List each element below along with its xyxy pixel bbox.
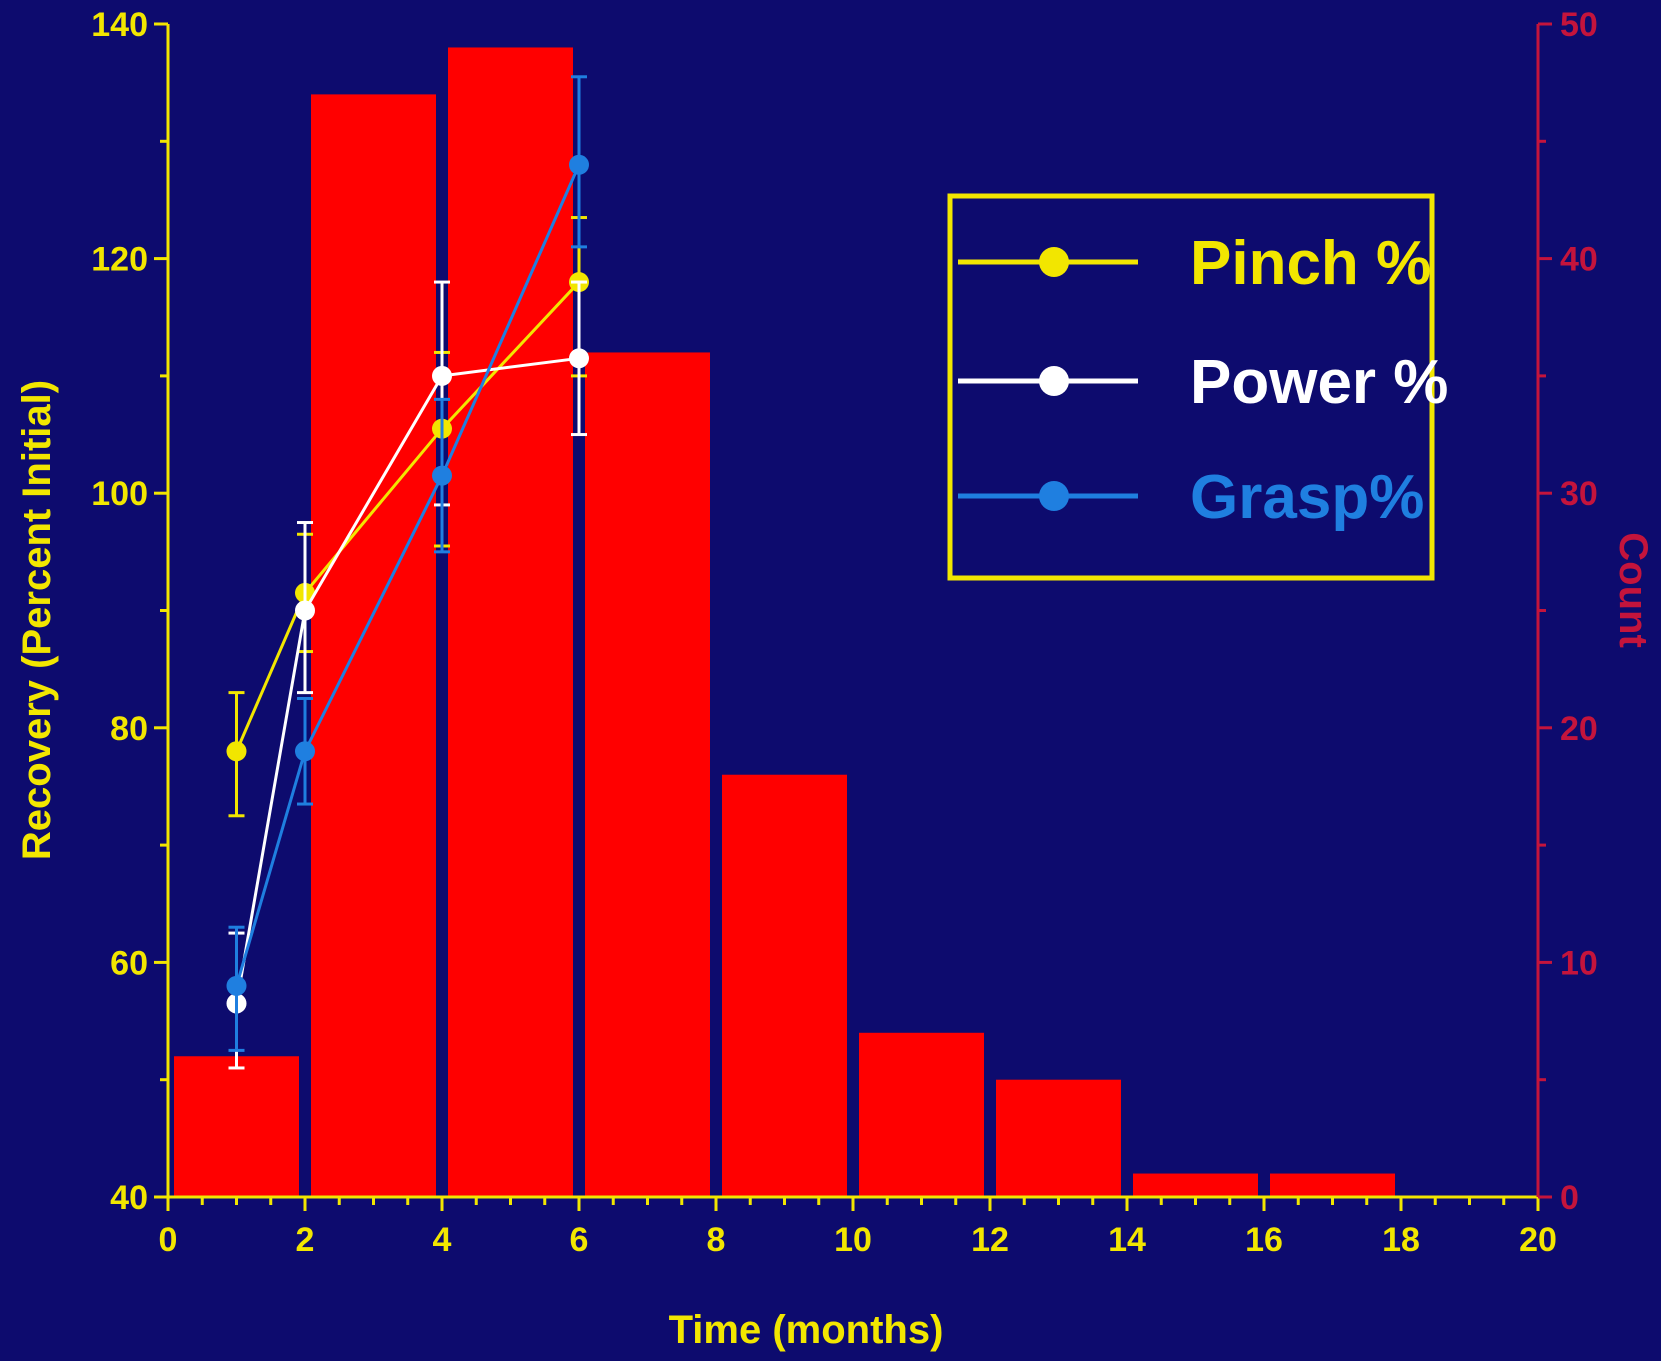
x-tick-label: 12 (971, 1221, 1009, 1259)
histogram-bars (174, 47, 1395, 1198)
axes: 0 2 4 6 8 10 12 14 16 18 20 40 60 80 100 120 140 0 10 20 30 4… (91, 6, 1598, 1259)
y-left-tick-label: 100 (91, 475, 148, 513)
histogram-bar (174, 1056, 299, 1197)
data-point (295, 600, 315, 621)
y-right-tick-label: 0 (1560, 1179, 1579, 1217)
y-left-tick-label: 80 (110, 710, 148, 748)
legend: Pinch % Power % Grasp% (947, 193, 1448, 581)
data-point (569, 348, 589, 369)
x-axis-title: Time (months) (669, 1308, 944, 1352)
legend-label: Power % (1190, 348, 1448, 417)
legend-swatch-marker (1039, 481, 1069, 511)
series-line (235, 164, 581, 987)
histogram-bar (722, 774, 847, 1197)
legend-swatch-marker (1039, 366, 1069, 396)
x-tick-label: 18 (1382, 1221, 1420, 1259)
y-right-axis-title: Count (1611, 532, 1655, 648)
legend-label: Grasp% (1190, 463, 1424, 532)
series-line (235, 281, 581, 752)
data-point (569, 154, 589, 175)
y-left-tick-label: 120 (91, 241, 148, 279)
x-tick-label: 4 (433, 1221, 452, 1259)
y-left-tick-label: 60 (110, 944, 148, 982)
legend-box (947, 193, 1435, 581)
y-left-axis-title: Recovery (Percent Initial) (15, 380, 59, 860)
histogram-bar (996, 1079, 1121, 1197)
x-tick-label: 20 (1519, 1221, 1557, 1259)
data-point (432, 365, 452, 386)
x-tick-label: 10 (834, 1221, 872, 1259)
x-tick-label: 16 (1245, 1221, 1283, 1259)
series-line (235, 356, 580, 1004)
y-right-tick-label: 40 (1560, 241, 1598, 279)
series-lines (226, 75, 589, 1070)
series-grasp (226, 75, 589, 1052)
y-left-tick-label: 140 (91, 6, 148, 44)
histogram-bar (1133, 1173, 1258, 1197)
y-right-tick-label: 10 (1560, 944, 1598, 982)
x-tick-label: 8 (707, 1221, 726, 1259)
histogram-bar (311, 94, 436, 1197)
y-right-tick-label: 20 (1560, 710, 1598, 748)
x-tick-label: 6 (570, 1221, 589, 1259)
data-point (226, 741, 247, 762)
y-right-tick-label: 50 (1560, 6, 1598, 44)
legend-label: Pinch % (1190, 229, 1431, 298)
y-left-tick-label: 40 (110, 1179, 148, 1217)
x-tick-label: 14 (1108, 1221, 1146, 1259)
histogram-bar (448, 47, 573, 1198)
legend-swatch-marker (1039, 247, 1069, 277)
histogram-bar (1270, 1173, 1395, 1197)
x-tick-label: 2 (296, 1221, 315, 1259)
histogram-bar (859, 1032, 984, 1197)
y-right-tick-label: 30 (1560, 475, 1598, 513)
data-point (432, 465, 452, 486)
histogram-bar (585, 352, 710, 1197)
x-tick-label: 0 (159, 1221, 178, 1259)
data-point (295, 741, 315, 762)
data-point (226, 975, 247, 996)
